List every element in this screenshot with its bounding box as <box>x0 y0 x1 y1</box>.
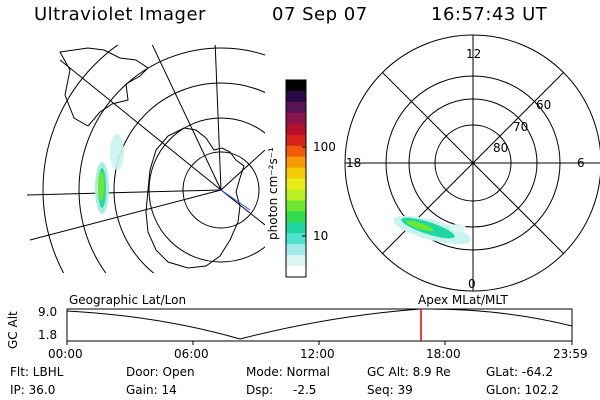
colorbar-segment <box>286 123 306 136</box>
geographic-map <box>27 45 265 273</box>
colorbar <box>285 79 307 278</box>
colorbar-segment <box>286 145 306 158</box>
altitude-ytick-top: 9.0 <box>38 305 58 319</box>
instrument-title: Ultraviolet Imager <box>34 4 206 25</box>
geographic-panel-label: Geographic Lat/Lon <box>69 293 187 307</box>
colorbar-segment <box>286 112 306 125</box>
glat-info: GLat: -64.2 <box>486 365 553 379</box>
colorbar-segment <box>286 90 306 103</box>
australia-coastline <box>59 47 149 127</box>
seq-info: Seq: 39 <box>367 383 413 397</box>
polar-aurora <box>393 215 471 245</box>
colorbar-segment <box>286 167 306 180</box>
mlat-label-70: 70 <box>513 120 529 134</box>
colorbar-segment <box>286 134 306 147</box>
glon-info: GLon: 102.2 <box>486 383 559 397</box>
gain-info: Gain: 14 <box>126 383 177 397</box>
colorbar-segment <box>286 189 306 201</box>
colorbar-segment <box>286 233 306 245</box>
latitude-circles <box>42 45 265 273</box>
plot-ticks <box>66 341 573 345</box>
mlt-label-12: 12 <box>466 47 482 61</box>
xtick-2359: 23:59 <box>553 347 588 361</box>
altitude-ylabel: GC Alt <box>6 311 20 349</box>
colorbar-unit-label: photon cm⁻²s⁻¹ <box>266 147 280 240</box>
mlat-label-60: 60 <box>536 98 552 112</box>
altitude-plot <box>66 308 573 345</box>
door-info: Door: Open <box>126 365 195 379</box>
mlt-label-18: 18 <box>346 156 362 170</box>
polar-plot <box>344 34 600 292</box>
mlt-label-0: 0 <box>468 277 476 291</box>
terminator-line <box>220 189 251 211</box>
altitude-ytick-bottom: 1.8 <box>38 328 58 342</box>
colorbar-tick-10: 10 <box>313 229 329 243</box>
mlt-label-6: 6 <box>577 156 585 170</box>
antarctica-coastline <box>145 127 245 269</box>
xtick-0600: 06:00 <box>174 347 209 361</box>
xtick-0000: 00:00 <box>48 347 83 361</box>
colorbar-segment <box>286 211 306 223</box>
colorbar-segment <box>286 200 306 212</box>
dsp-value: -2.5 <box>293 383 317 397</box>
colorbar-segment <box>286 255 306 267</box>
mlat-label-80: 80 <box>493 141 509 155</box>
colorbar-segment <box>286 222 306 234</box>
mlt-grid-lines <box>345 35 600 291</box>
polar-panel-label: Apex MLat/MLT <box>418 293 508 307</box>
ip-info: IP: 36.0 <box>10 383 56 397</box>
filter-info: Flt: LBHL <box>10 365 64 379</box>
altitude-curve <box>67 309 572 340</box>
colorbar-segment <box>286 266 306 278</box>
dsp-label: Dsp: <box>246 383 274 397</box>
observation-time: 16:57:43 UT <box>431 4 548 25</box>
colorbar-tick-100: 100 <box>313 140 336 154</box>
colorbar-segment <box>286 178 306 191</box>
observation-date: 07 Sep 07 <box>272 4 368 25</box>
xtick-1800: 18:00 <box>426 347 461 361</box>
xtick-1200: 12:00 <box>300 347 335 361</box>
colorbar-segment <box>286 156 306 169</box>
geo-aurora <box>95 134 124 214</box>
longitude-lines <box>27 45 265 241</box>
mode-info: Mode: Normal <box>246 365 330 379</box>
colorbar-segment <box>286 101 306 114</box>
colorbar-segment <box>286 80 306 92</box>
colorbar-segment <box>286 244 306 256</box>
gc-alt-info: GC Alt: 8.9 Re <box>367 365 451 379</box>
